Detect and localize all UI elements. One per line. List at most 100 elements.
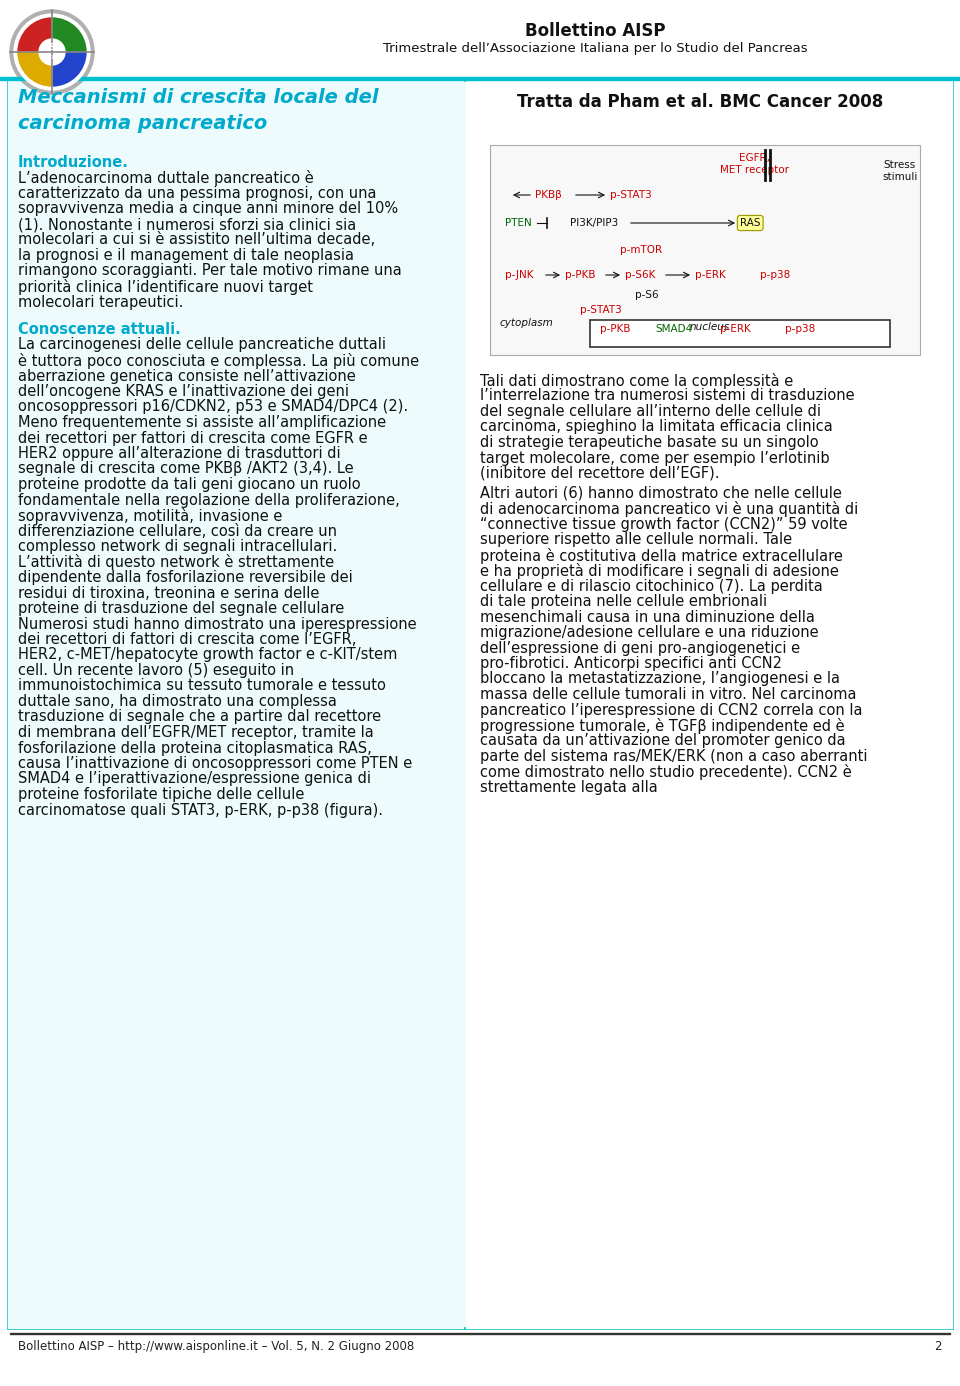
Text: pancreatico l’iperespressione di CCN2 correla con la: pancreatico l’iperespressione di CCN2 co… — [480, 703, 862, 718]
Text: causa l’inattivazione di oncosoppressori come PTEN e: causa l’inattivazione di oncosoppressori… — [18, 755, 412, 771]
Text: Introduzione.: Introduzione. — [18, 155, 129, 170]
Text: target molecolare, come per esempio l’erlotinib: target molecolare, come per esempio l’er… — [480, 450, 829, 466]
Text: Bollettino AISP – http://www.aisponline.it – Vol. 5, N. 2 Giugno 2008: Bollettino AISP – http://www.aisponline.… — [18, 1340, 415, 1353]
Text: segnale di crescita come PKBβ /AKT2 (3,4). Le: segnale di crescita come PKBβ /AKT2 (3,4… — [18, 462, 353, 477]
Text: come dimostrato nello studio precedente). CCN2 è: come dimostrato nello studio precedente)… — [480, 765, 852, 780]
Text: sopravvivenza, motilità, invasione e: sopravvivenza, motilità, invasione e — [18, 509, 282, 524]
Wedge shape — [18, 18, 52, 53]
Circle shape — [10, 10, 94, 94]
Text: HER2 oppure all’alterazione di trasduttori di: HER2 oppure all’alterazione di trasdutto… — [18, 446, 341, 462]
Circle shape — [39, 39, 65, 65]
Text: aberrazione genetica consiste nell’attivazione: aberrazione genetica consiste nell’attiv… — [18, 369, 356, 384]
Text: PI3K/PIP3: PI3K/PIP3 — [570, 218, 618, 229]
Text: “connective tissue growth factor (CCN2)” 59 volte: “connective tissue growth factor (CCN2)”… — [480, 517, 848, 531]
Text: superiore rispetto alle cellule normali. Tale: superiore rispetto alle cellule normali.… — [480, 532, 792, 547]
Text: l’interrelazione tra numerosi sistemi di trasduzione: l’interrelazione tra numerosi sistemi di… — [480, 388, 854, 403]
Text: e ha proprietà di modificare i segnali di adesione: e ha proprietà di modificare i segnali d… — [480, 563, 839, 579]
Text: Conoscenze attuali.: Conoscenze attuali. — [18, 322, 180, 337]
Text: p-JNK: p-JNK — [505, 270, 534, 280]
Text: HER2, c-MET/hepatocyte growth factor e c-KIT/stem: HER2, c-MET/hepatocyte growth factor e c… — [18, 647, 397, 663]
Text: di tale proteina nelle cellule embrionali: di tale proteina nelle cellule embrional… — [480, 595, 767, 608]
Text: dipendente dalla fosforilazione reversibile dei: dipendente dalla fosforilazione reversib… — [18, 570, 352, 585]
Text: Altri autori (6) hanno dimostrato che nelle cellule: Altri autori (6) hanno dimostrato che ne… — [480, 485, 842, 500]
Text: immunoistochimica su tessuto tumorale e tessuto: immunoistochimica su tessuto tumorale e … — [18, 679, 386, 693]
Text: Meccanismi di crescita locale del: Meccanismi di crescita locale del — [18, 87, 378, 107]
Text: p-S6K: p-S6K — [625, 270, 656, 280]
Text: p-STAT3: p-STAT3 — [580, 305, 622, 315]
Text: di adenocarcinoma pancreatico vi è una quantità di: di adenocarcinoma pancreatico vi è una q… — [480, 500, 858, 517]
Text: Numerosi studi hanno dimostrato una iperespressione: Numerosi studi hanno dimostrato una iper… — [18, 617, 417, 632]
Text: proteine di trasduzione del segnale cellulare: proteine di trasduzione del segnale cell… — [18, 602, 345, 615]
Text: carcinoma pancreatico: carcinoma pancreatico — [18, 114, 267, 133]
Text: p-S6: p-S6 — [635, 290, 659, 299]
Text: duttale sano, ha dimostrato una complessa: duttale sano, ha dimostrato una compless… — [18, 694, 337, 710]
Text: è tuttora poco conosciuta e complessa. La più comune: è tuttora poco conosciuta e complessa. L… — [18, 353, 420, 369]
Text: p-p38: p-p38 — [760, 270, 790, 280]
Text: residui di tiroxina, treonina e serina delle: residui di tiroxina, treonina e serina d… — [18, 585, 320, 600]
Text: migrazione/adesione cellulare e una riduzione: migrazione/adesione cellulare e una ridu… — [480, 625, 819, 640]
Text: (1). Nonostante i numerosi sforzi sia clinici sia: (1). Nonostante i numerosi sforzi sia cl… — [18, 218, 356, 231]
Text: p-PKB: p-PKB — [565, 270, 595, 280]
Bar — [590, 320, 890, 346]
Text: dell’oncogene KRAS e l’inattivazione dei geni: dell’oncogene KRAS e l’inattivazione dei… — [18, 384, 349, 399]
Text: differenziazione cellulare, così da creare un: differenziazione cellulare, così da crea… — [18, 524, 337, 539]
Text: MET receptor: MET receptor — [721, 165, 789, 175]
Text: fosforilazione della proteina citoplasmatica RAS,: fosforilazione della proteina citoplasma… — [18, 740, 372, 755]
Text: La carcinogenesi delle cellule pancreatiche duttali: La carcinogenesi delle cellule pancreati… — [18, 338, 386, 352]
Text: del segnale cellulare all’interno delle cellule di: del segnale cellulare all’interno delle … — [480, 403, 821, 419]
Text: p-mTOR: p-mTOR — [620, 245, 662, 255]
Text: p-p38: p-p38 — [785, 324, 815, 334]
Text: Trimestrale dell’Associazione Italiana per lo Studio del Pancreas: Trimestrale dell’Associazione Italiana p… — [383, 42, 807, 55]
Text: PTEN: PTEN — [505, 218, 532, 229]
Text: complesso network di segnali intracellulari.: complesso network di segnali intracellul… — [18, 539, 337, 554]
Text: carcinoma, spieghino la limitata efficacia clinica: carcinoma, spieghino la limitata efficac… — [480, 420, 832, 434]
Text: AISP: AISP — [42, 43, 62, 51]
Text: dei recettori di fattori di crescita come l’EGFR,: dei recettori di fattori di crescita com… — [18, 632, 356, 647]
Text: la prognosi e il management di tale neoplasia: la prognosi e il management di tale neop… — [18, 248, 354, 263]
Text: (inibitore del recettore dell’EGF).: (inibitore del recettore dell’EGF). — [480, 466, 719, 481]
Text: dell’espressione di geni pro-angiogenetici e: dell’espressione di geni pro-angiogeneti… — [480, 640, 800, 656]
Text: rimangono scoraggianti. Per tale motivo rimane una: rimangono scoraggianti. Per tale motivo … — [18, 263, 401, 279]
Text: ps: ps — [48, 54, 56, 60]
Text: cytoplasm: cytoplasm — [500, 317, 554, 328]
Text: molecolari terapeutici.: molecolari terapeutici. — [18, 294, 183, 309]
Text: caratterizzato da una pessima prognosi, con una: caratterizzato da una pessima prognosi, … — [18, 186, 376, 201]
Text: Tratta da Pham et al. BMC Cancer 2008: Tratta da Pham et al. BMC Cancer 2008 — [516, 93, 883, 111]
Text: di strategie terapeutiche basate su un singolo: di strategie terapeutiche basate su un s… — [480, 435, 819, 450]
Wedge shape — [18, 53, 52, 86]
Text: priorità clinica l’identificare nuovi target: priorità clinica l’identificare nuovi ta… — [18, 279, 313, 295]
Text: di membrana dell’EGFR/MET receptor, tramite la: di membrana dell’EGFR/MET receptor, tram… — [18, 725, 373, 740]
Text: fondamentale nella regolazione della proliferazione,: fondamentale nella regolazione della pro… — [18, 492, 399, 507]
Wedge shape — [52, 18, 86, 53]
Bar — [466, 80, 952, 1328]
Text: L’attività di questo network è strettamente: L’attività di questo network è strettame… — [18, 554, 334, 571]
Text: sopravvivenza media a cinque anni minore del 10%: sopravvivenza media a cinque anni minore… — [18, 201, 398, 216]
Text: progressione tumorale, è TGFβ indipendente ed è: progressione tumorale, è TGFβ indipenden… — [480, 718, 845, 735]
Text: L’adenocarcinoma duttale pancreatico è: L’adenocarcinoma duttale pancreatico è — [18, 170, 314, 187]
Text: carcinomatose quali STAT3, p-ERK, p-p38 (figura).: carcinomatose quali STAT3, p-ERK, p-p38 … — [18, 802, 383, 818]
Text: trasduzione di segnale che a partire dal recettore: trasduzione di segnale che a partire dal… — [18, 710, 381, 725]
Text: proteine prodotte da tali geni giocano un ruolo: proteine prodotte da tali geni giocano u… — [18, 477, 361, 492]
Text: Bollettino AISP: Bollettino AISP — [525, 22, 665, 40]
Text: mesenchimali causa in una diminuzione della: mesenchimali causa in una diminuzione de… — [480, 610, 815, 625]
Text: proteine fosforilate tipiche delle cellule: proteine fosforilate tipiche delle cellu… — [18, 787, 304, 802]
Bar — [0, 78, 960, 80]
Circle shape — [14, 14, 90, 90]
Text: 2: 2 — [934, 1340, 942, 1353]
Text: parte del sistema ras/MEK/ERK (non a caso aberranti: parte del sistema ras/MEK/ERK (non a cas… — [480, 748, 868, 764]
Text: nucleus: nucleus — [690, 322, 731, 333]
Text: pro-fibrotici. Anticorpi specifici anti CCN2: pro-fibrotici. Anticorpi specifici anti … — [480, 656, 782, 671]
Text: RAS: RAS — [740, 218, 760, 229]
Text: molecolari a cui si è assistito nell’ultima decade,: molecolari a cui si è assistito nell’ult… — [18, 233, 375, 248]
Text: strettamente legata alla: strettamente legata alla — [480, 780, 658, 796]
Text: cell. Un recente lavoro (5) eseguito in: cell. Un recente lavoro (5) eseguito in — [18, 663, 294, 678]
Text: dei recettori per fattori di crescita come EGFR e: dei recettori per fattori di crescita co… — [18, 431, 368, 445]
Text: SMAD4: SMAD4 — [655, 324, 692, 334]
Text: oncosoppressori p16/CDKN2, p53 e SMAD4/DPC4 (2).: oncosoppressori p16/CDKN2, p53 e SMAD4/D… — [18, 399, 408, 414]
FancyBboxPatch shape — [8, 80, 952, 1328]
Text: p-ERK: p-ERK — [695, 270, 726, 280]
Text: SMAD4 e l’iperattivazione/espressione genica di: SMAD4 e l’iperattivazione/espressione ge… — [18, 772, 371, 786]
Text: p-STAT3: p-STAT3 — [610, 190, 652, 200]
Text: Meno frequentemente si assiste all’amplificazione: Meno frequentemente si assiste all’ampli… — [18, 414, 386, 430]
Text: proteina è costitutiva della matrice extracellulare: proteina è costitutiva della matrice ext… — [480, 547, 843, 564]
